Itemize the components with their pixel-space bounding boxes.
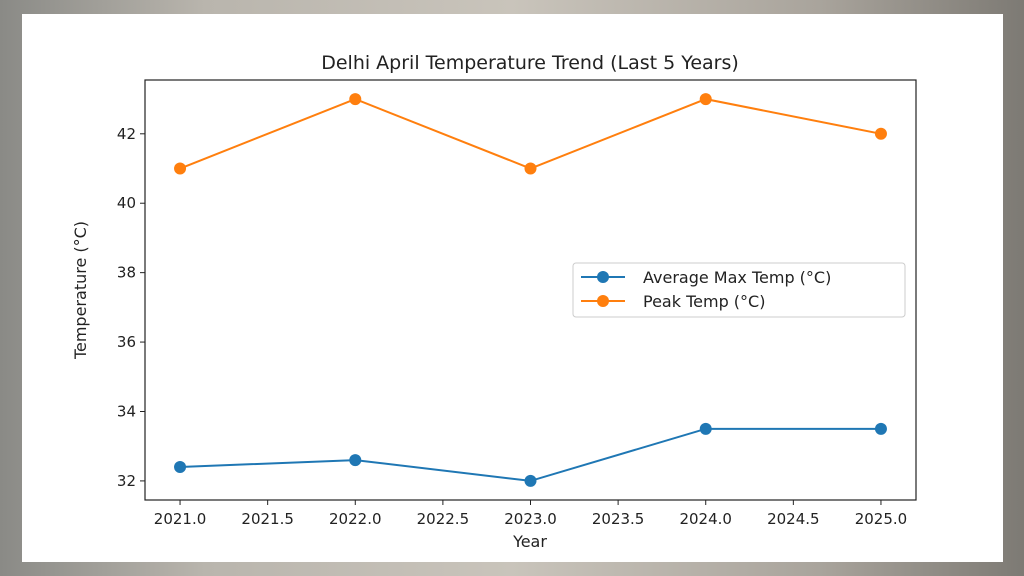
x-tick-label: 2022.5 <box>417 510 470 528</box>
y-tick-label: 32 <box>117 472 136 490</box>
x-tick-label: 2024.5 <box>767 510 820 528</box>
y-tick-label: 36 <box>117 333 136 351</box>
y-tick-label: 40 <box>117 194 136 212</box>
x-tick-label: 2022.0 <box>329 510 382 528</box>
x-axis-label: Year <box>512 532 547 551</box>
x-tick-label: 2024.0 <box>679 510 732 528</box>
legend-label: Peak Temp (°C) <box>643 292 765 311</box>
y-axis-label: Temperature (°C) <box>71 221 90 360</box>
x-tick-label: 2023.0 <box>504 510 557 528</box>
y-tick-label: 34 <box>117 402 136 420</box>
y-tick-label: 38 <box>117 264 136 282</box>
data-point <box>174 162 187 175</box>
legend-swatch-marker <box>597 295 609 307</box>
data-point <box>349 93 362 106</box>
legend-swatch-marker <box>597 271 609 283</box>
x-tick-label: 2023.5 <box>592 510 645 528</box>
series-line-0 <box>180 427 881 482</box>
data-point <box>699 93 712 106</box>
data-point <box>874 422 887 435</box>
legend-label: Average Max Temp (°C) <box>643 268 831 287</box>
legend <box>572 262 906 318</box>
series-line-1 <box>179 98 882 170</box>
data-point <box>699 422 712 435</box>
chart-title: Delhi April Temperature Trend (Last 5 Ye… <box>321 52 739 74</box>
data-point <box>174 461 187 474</box>
x-tick-label: 2025.0 <box>855 510 908 528</box>
data-point <box>524 474 537 487</box>
data-point <box>874 127 887 140</box>
data-point <box>524 162 537 175</box>
y-tick-label: 42 <box>117 125 136 143</box>
x-tick-label: 2021.0 <box>154 510 207 528</box>
data-point <box>349 454 362 467</box>
x-tick-label: 2021.5 <box>241 510 294 528</box>
